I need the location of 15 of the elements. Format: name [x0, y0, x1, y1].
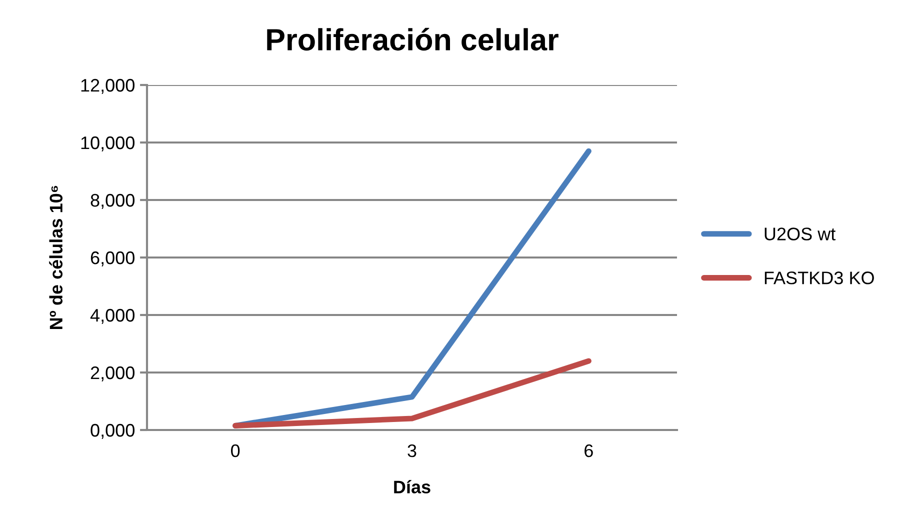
y-tick-label: 12,000 [81, 78, 134, 94]
x-tick-label: 3 [408, 444, 416, 458]
chart-title: Proliferación celular [267, 28, 558, 51]
y-tick-label: 0,000 [90, 424, 134, 439]
x-tick-label: 0 [231, 444, 240, 458]
x-tick-label: 6 [584, 444, 593, 458]
y-tick-label: 10,000 [81, 136, 134, 152]
legend-label: FASTKD3 KO [764, 272, 874, 284]
y-tick-label: 8,000 [90, 194, 134, 209]
x-axis-title: Días [394, 480, 430, 494]
y-axis-title: Nº de células 10⁶ [49, 186, 63, 329]
legend-label: U2OS wt [764, 228, 836, 240]
y-tick-label: 2,000 [90, 366, 134, 382]
y-tick-label: 4,000 [90, 308, 134, 324]
y-tick-label: 6,000 [90, 251, 134, 266]
